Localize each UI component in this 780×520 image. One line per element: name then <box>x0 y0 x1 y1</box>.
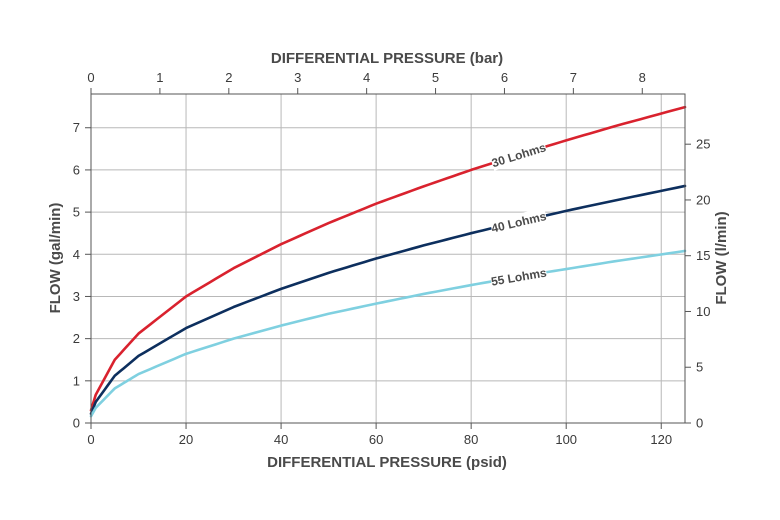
x-tick-label: 40 <box>274 432 288 447</box>
x-tick-label: 60 <box>369 432 383 447</box>
curve-label-break <box>489 138 548 171</box>
y2-tick-label: 25 <box>696 137 710 152</box>
y-axis-title: FLOW (gal/min) <box>47 203 64 314</box>
y-tick-label: 7 <box>73 120 80 135</box>
y2-tick-label: 20 <box>696 192 710 207</box>
y-tick-label: 1 <box>73 373 80 388</box>
x-tick-label: 80 <box>464 432 478 447</box>
series-line-30-lohms <box>89 105 687 412</box>
curve-label-break <box>489 264 548 290</box>
x-axis-title: DIFFERENTIAL PRESSURE (psid) <box>267 454 507 471</box>
x-tick-label: 20 <box>179 432 193 447</box>
x2-tick-label: 7 <box>570 70 577 85</box>
y-tick-label: 4 <box>73 247 80 262</box>
grid-layer <box>91 94 685 423</box>
y-tick-label: 5 <box>73 205 80 220</box>
curve-label-layer: 30 Lohms 40 Lohms 55 Lohms <box>489 138 548 290</box>
plot-frame <box>90 93 686 424</box>
curve-label: 30 Lohms <box>490 140 548 170</box>
x2-tick-label: 5 <box>432 70 439 85</box>
x-tick-label: 120 <box>650 432 672 447</box>
x2-axis-title: DIFFERENTIAL PRESSURE (bar) <box>271 50 503 67</box>
y-tick-label: 3 <box>73 289 80 304</box>
curve-label-break <box>489 207 548 237</box>
series-line-55-lohms <box>89 249 687 418</box>
x2-tick-label: 2 <box>225 70 232 85</box>
y-tick-label: 0 <box>73 416 80 431</box>
curve-label-group: 30 Lohms <box>489 138 548 171</box>
curve-label-group: 55 Lohms <box>489 264 548 290</box>
y-tick-label: 2 <box>73 331 80 346</box>
x2-tick-label: 6 <box>501 70 508 85</box>
y2-tick-label: 5 <box>696 360 703 375</box>
x-tick-label: 100 <box>555 432 577 447</box>
y2-tick-label: 0 <box>696 416 703 431</box>
x2-tick-label: 4 <box>363 70 370 85</box>
y-tick-label: 6 <box>73 162 80 177</box>
x2-tick-label: 3 <box>294 70 301 85</box>
y2-tick-label: 15 <box>696 248 710 263</box>
x2-tick-label: 0 <box>87 70 94 85</box>
y2-axis-title: FLOW (l/min) <box>713 211 730 304</box>
y2-tick-label: 10 <box>696 304 710 319</box>
x2-tick-label: 1 <box>156 70 163 85</box>
x-tick-label: 0 <box>87 432 94 447</box>
curve-layer <box>89 105 687 418</box>
curve-label: 40 Lohms <box>490 209 548 236</box>
x2-tick-label: 8 <box>639 70 646 85</box>
series-line-40-lohms <box>89 184 687 416</box>
